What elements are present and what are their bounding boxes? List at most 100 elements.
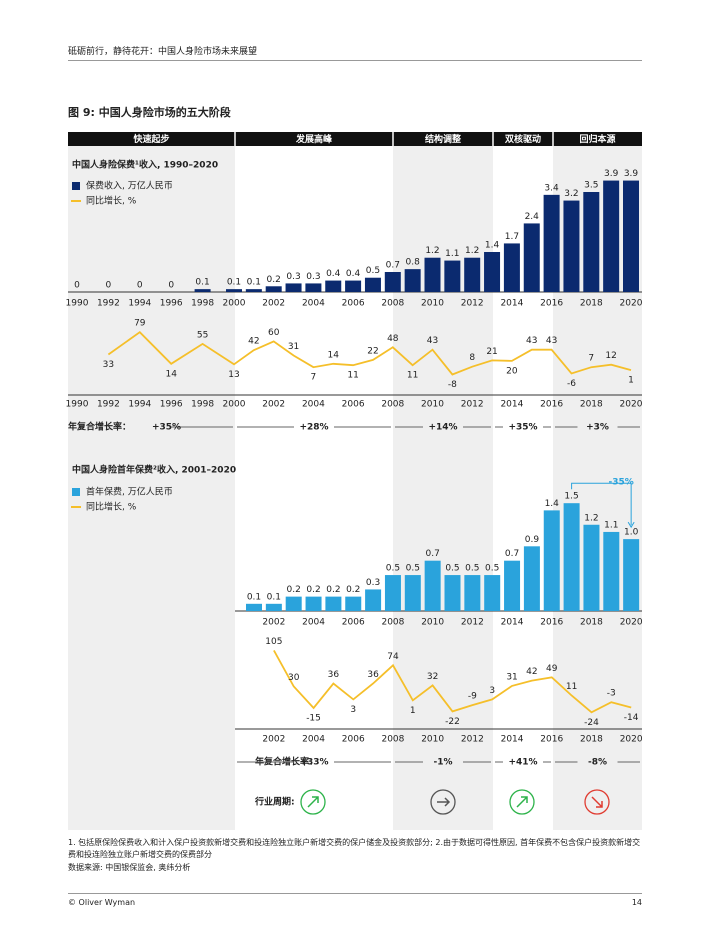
- x-tick-label: 2002: [262, 400, 285, 410]
- phase-label: 结构调整: [425, 133, 461, 145]
- bar-value-label: 0.7: [505, 549, 519, 559]
- growth-value-label: 1: [410, 706, 416, 716]
- growth-value-label: 49: [546, 664, 558, 674]
- bar-value-label: 0.1: [195, 278, 209, 288]
- x-tick-label: 1998: [191, 400, 214, 410]
- bar-value-label: 0: [137, 281, 143, 291]
- x-tick-label: 2004: [302, 299, 325, 309]
- x-tick-label: 2012: [461, 618, 484, 628]
- annotation-bracket: [571, 482, 632, 526]
- bar-value-label: 1.4: [485, 241, 500, 251]
- bar: [325, 596, 342, 611]
- header: 砥砺前行，静待花开：中国人身险市场未来展望: [68, 47, 258, 57]
- bar-value-label: 0.5: [465, 564, 479, 574]
- cagr-value: +35%: [508, 423, 537, 433]
- x-tick-label: 2010: [421, 618, 444, 628]
- bar: [364, 277, 381, 292]
- chart-title: 中国人身险首年保费²收入, 2001–2020: [72, 464, 236, 476]
- bar-value-label: 0.1: [247, 592, 261, 602]
- bar: [543, 194, 560, 292]
- bar-value-label: 0.1: [247, 278, 261, 288]
- x-tick-label: 2018: [580, 400, 603, 410]
- bar: [384, 575, 401, 611]
- x-tick-label: 2006: [342, 618, 365, 628]
- growth-line: [273, 649, 632, 714]
- x-tick-label: 2014: [501, 735, 524, 745]
- x-tick-label: 2000: [223, 400, 246, 410]
- growth-value-label: 3: [350, 705, 356, 715]
- annotation-arrow: [627, 521, 635, 529]
- bar: [444, 260, 461, 292]
- legend-swatch: [72, 182, 80, 190]
- growth-value-label: -6: [567, 379, 576, 389]
- growth-value-label: 7: [588, 354, 594, 364]
- bar-value-label: 0.5: [366, 266, 380, 276]
- bar: [226, 289, 242, 292]
- cagr-value: +28%: [299, 423, 328, 433]
- growth-value-label: 43: [546, 336, 557, 346]
- chart-title: 中国人身险保费¹收入, 1990–2020: [72, 159, 218, 171]
- bar: [305, 596, 322, 611]
- growth-value-label: 12: [605, 351, 616, 361]
- x-tick-label: 2020: [620, 400, 643, 410]
- bar: [285, 283, 302, 292]
- bar: [305, 283, 322, 292]
- x-tick-label: 1992: [97, 299, 120, 309]
- x-tick-label: 2008: [381, 735, 404, 745]
- bar-value-label: 0.3: [306, 272, 320, 282]
- bar-value-label: 0.5: [485, 564, 499, 574]
- bar-value-label: 0.2: [287, 585, 301, 595]
- growth-value-label: 1: [628, 376, 634, 386]
- bar-value-label: 0.2: [267, 275, 281, 285]
- cycle-icon: [584, 789, 610, 815]
- growth-value-label: 8: [469, 353, 475, 363]
- bar: [563, 200, 580, 292]
- bar: [444, 575, 461, 611]
- phase-label: 发展高峰: [295, 133, 333, 145]
- x-tick-label: 2016: [540, 735, 563, 745]
- bar-value-label: 0.9: [525, 535, 540, 545]
- bar-value-label: 0.4: [326, 269, 341, 279]
- x-tick-label: 2006: [342, 400, 365, 410]
- growth-value-label: -3: [607, 689, 616, 699]
- x-tick-label: 2006: [342, 299, 365, 309]
- bar: [543, 510, 560, 611]
- x-tick-label: 1996: [160, 400, 183, 410]
- bar-value-label: 0.5: [445, 564, 459, 574]
- bar: [523, 223, 540, 292]
- cagr-value: +41%: [508, 758, 537, 768]
- bar-value-label: 0.2: [306, 585, 320, 595]
- phase-label: 双核驱动: [505, 133, 541, 145]
- bar: [285, 596, 302, 611]
- growth-value-label: 11: [566, 682, 577, 692]
- bar-value-label: 3.9: [624, 169, 639, 179]
- phase-shade: [68, 146, 235, 830]
- x-tick-label: 1996: [160, 299, 183, 309]
- bar: [424, 257, 441, 292]
- cycle-icon: [509, 789, 535, 815]
- growth-value-label: 32: [427, 672, 438, 682]
- growth-value-label: 13: [228, 370, 239, 380]
- x-tick-label: 2014: [500, 299, 523, 309]
- bar-value-label: 3.9: [604, 169, 619, 179]
- bar: [404, 575, 421, 611]
- growth-value-label: 30: [288, 673, 300, 683]
- bar-value-label: 0: [74, 281, 80, 291]
- legend-label: 保费收入, 万亿人民币: [86, 180, 173, 192]
- cagr-value: +3%: [586, 423, 609, 433]
- bar-value-label: 0: [168, 281, 174, 291]
- bar: [194, 289, 211, 292]
- x-tick-label: 2020: [620, 735, 643, 745]
- x-tick-label: 2018: [580, 618, 603, 628]
- growth-value-label: 74: [387, 652, 399, 662]
- bar-value-label: 0.8: [405, 258, 420, 268]
- bar: [583, 524, 600, 611]
- x-tick-label: 2010: [421, 299, 444, 309]
- x-tick-label: 2020: [620, 618, 643, 628]
- bar: [583, 192, 600, 292]
- bar-value-label: 1.1: [445, 249, 459, 259]
- x-tick-label: 2008: [381, 299, 404, 309]
- bar-value-label: 0.7: [425, 549, 439, 559]
- growth-value-label: 14: [165, 369, 177, 379]
